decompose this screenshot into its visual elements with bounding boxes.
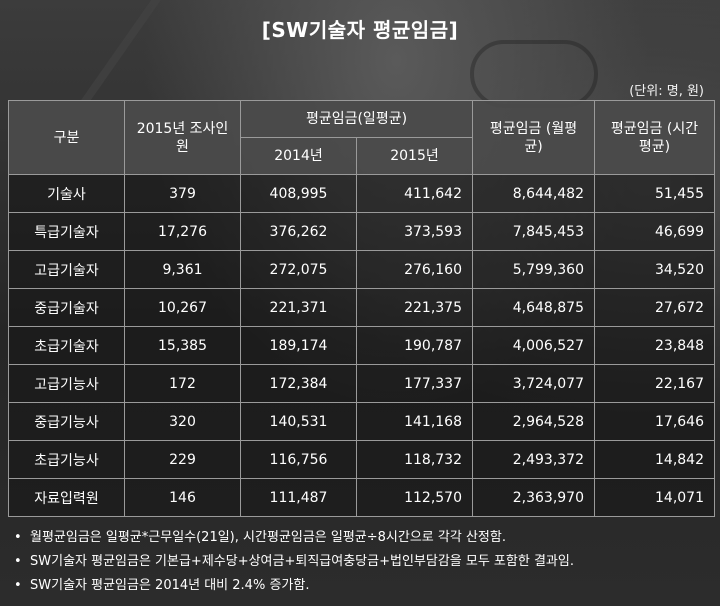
glasses-decoration	[470, 40, 598, 108]
cell-hourly: 51,455	[594, 174, 715, 213]
bullet-icon: •	[14, 554, 22, 569]
footnote-text: SW기술자 평균임금은 2014년 대비 2.4% 증가함.	[30, 578, 310, 593]
footnote: • SW기술자 평균임금은 기본급+제수당+상여금+퇴직급여충당금+법인부담감을…	[14, 550, 714, 574]
cell-survey-count: 320	[124, 402, 241, 441]
table-row: 기술사 379 408,995 411,642 8,644,482 51,455	[8, 174, 715, 213]
table-row: 초급기능사 229 116,756 118,732 2,493,372 14,842	[8, 440, 715, 479]
cell-daily-2014: 189,174	[240, 326, 357, 365]
header-category: 구분	[8, 100, 125, 175]
cell-category: 초급기술자	[8, 326, 125, 365]
cell-daily-2015: 411,642	[356, 174, 473, 213]
cell-hourly: 23,848	[594, 326, 715, 365]
cell-monthly: 8,644,482	[472, 174, 595, 213]
header-hourly-avg: 평균임금 (시간평균)	[594, 100, 715, 175]
cell-daily-2015: 190,787	[356, 326, 473, 365]
header-year-2015: 2015년	[356, 137, 473, 175]
bullet-icon: •	[14, 530, 22, 545]
table-row: 고급기능사 172 172,384 177,337 3,724,077 22,167	[8, 364, 715, 403]
cell-daily-2014: 408,995	[240, 174, 357, 213]
cell-monthly: 4,648,875	[472, 288, 595, 327]
table-row: 자료입력원 146 111,487 112,570 2,363,970 14,071	[8, 478, 715, 517]
table-row: 중급기술자 10,267 221,371 221,375 4,648,875 27,672	[8, 288, 715, 327]
cell-monthly: 3,724,077	[472, 364, 595, 403]
cell-monthly: 5,799,360	[472, 250, 595, 289]
cell-monthly: 4,006,527	[472, 326, 595, 365]
cell-category: 고급기술자	[8, 250, 125, 289]
cell-hourly: 14,842	[594, 440, 715, 479]
cell-daily-2015: 118,732	[356, 440, 473, 479]
cell-category: 고급기능사	[8, 364, 125, 403]
unit-label: (단위: 명, 원)	[629, 84, 704, 99]
cell-hourly: 17,646	[594, 402, 715, 441]
footnotes: • 월평균임금은 일평균*근무일수(21일), 시간평균임금은 일평균÷8시간으…	[14, 526, 714, 598]
cell-hourly: 27,672	[594, 288, 715, 327]
header-monthly-avg: 평균임금 (월평균)	[472, 100, 595, 175]
cell-survey-count: 172	[124, 364, 241, 403]
cell-hourly: 34,520	[594, 250, 715, 289]
cell-survey-count: 10,267	[124, 288, 241, 327]
cell-daily-2015: 373,593	[356, 212, 473, 251]
header-survey-count: 2015년 조사인원	[124, 100, 241, 175]
cell-category: 초급기능사	[8, 440, 125, 479]
cell-survey-count: 17,276	[124, 212, 241, 251]
cell-category: 자료입력원	[8, 478, 125, 517]
cell-daily-2014: 272,075	[240, 250, 357, 289]
cell-monthly: 7,845,453	[472, 212, 595, 251]
cell-monthly: 2,964,528	[472, 402, 595, 441]
table-row: 중급기능사 320 140,531 141,168 2,964,528 17,646	[8, 402, 715, 441]
page-title: [SW기술자 평균임금]	[261, 18, 459, 42]
cell-daily-2014: 221,371	[240, 288, 357, 327]
cell-hourly: 22,167	[594, 364, 715, 403]
table-row: 초급기술자 15,385 189,174 190,787 4,006,527 23,848	[8, 326, 715, 365]
cell-survey-count: 15,385	[124, 326, 241, 365]
cell-category: 중급기술자	[8, 288, 125, 327]
cell-daily-2014: 140,531	[240, 402, 357, 441]
footnote-text: SW기술자 평균임금은 기본급+제수당+상여금+퇴직급여충당금+법인부담감을 모…	[30, 554, 574, 569]
cell-monthly: 2,493,372	[472, 440, 595, 479]
cell-monthly: 2,363,970	[472, 478, 595, 517]
footnote-text: 월평균임금은 일평균*근무일수(21일), 시간평균임금은 일평균÷8시간으로 …	[30, 530, 506, 545]
cell-survey-count: 379	[124, 174, 241, 213]
cell-category: 특급기술자	[8, 212, 125, 251]
header-year-2014: 2014년	[240, 137, 357, 175]
cell-survey-count: 229	[124, 440, 241, 479]
cell-hourly: 14,071	[594, 478, 715, 517]
table-row: 고급기술자 9,361 272,075 276,160 5,799,360 34,520	[8, 250, 715, 289]
cell-survey-count: 9,361	[124, 250, 241, 289]
cell-category: 기술사	[8, 174, 125, 213]
cell-daily-2014: 111,487	[240, 478, 357, 517]
cell-daily-2015: 221,375	[356, 288, 473, 327]
cell-survey-count: 146	[124, 478, 241, 517]
wage-table: 구분 2015년 조사인원 평균임금(일평균) 평균임금 (월평균) 평균임금 …	[8, 100, 715, 517]
cell-daily-2015: 177,337	[356, 364, 473, 403]
table-row: 특급기술자 17,276 376,262 373,593 7,845,453 46,699	[8, 212, 715, 251]
footnote: • 월평균임금은 일평균*근무일수(21일), 시간평균임금은 일평균÷8시간으…	[14, 526, 714, 550]
footnote: • SW기술자 평균임금은 2014년 대비 2.4% 증가함.	[14, 574, 714, 598]
cell-hourly: 46,699	[594, 212, 715, 251]
cell-daily-2015: 112,570	[356, 478, 473, 517]
cell-daily-2014: 376,262	[240, 212, 357, 251]
cell-daily-2014: 116,756	[240, 440, 357, 479]
bullet-icon: •	[14, 578, 22, 593]
header-daily-avg: 평균임금(일평균)	[240, 100, 473, 138]
cell-category: 중급기능사	[8, 402, 125, 441]
cell-daily-2015: 276,160	[356, 250, 473, 289]
cell-daily-2014: 172,384	[240, 364, 357, 403]
cell-daily-2015: 141,168	[356, 402, 473, 441]
